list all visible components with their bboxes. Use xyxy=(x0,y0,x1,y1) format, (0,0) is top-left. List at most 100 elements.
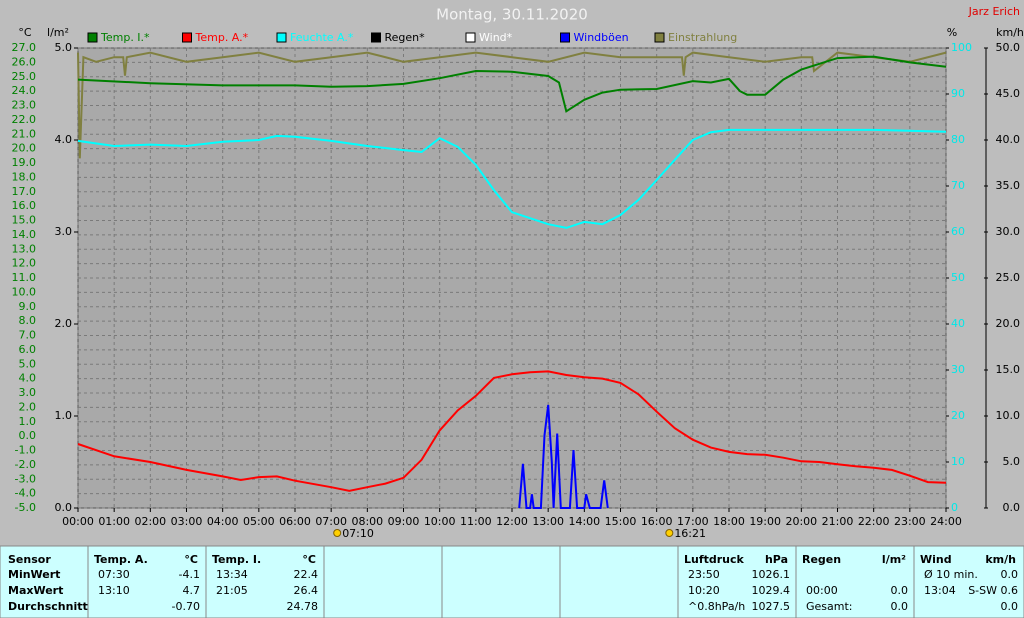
y-tick-label: 18.0 xyxy=(12,170,37,183)
cell-value: -4.1 xyxy=(179,568,200,581)
y2-tick-label: 4.0 xyxy=(55,133,73,146)
cell-time: 23:50 xyxy=(688,568,720,581)
sun-icon xyxy=(665,529,674,537)
y-tick-label: 1.0 xyxy=(19,415,37,428)
y3-tick-label: 20 xyxy=(951,409,965,422)
legend-label: Temp. A.* xyxy=(195,31,249,44)
annotation-label: 07:10 xyxy=(342,527,374,540)
y-tick-label: 26.0 xyxy=(12,55,37,68)
cell-value: 1029.4 xyxy=(752,584,791,597)
cell-value: 0.0 xyxy=(1001,600,1019,613)
series-line xyxy=(77,55,947,113)
cell-time: 13:34 xyxy=(216,568,248,581)
legend-label: Windböen xyxy=(574,31,629,44)
author: Jarz Erich xyxy=(968,5,1020,18)
x-tick-label: 24:00 xyxy=(930,515,962,528)
block-title: Temp. I. xyxy=(212,553,261,566)
y2-tick-label: 0.0 xyxy=(55,501,73,514)
y-tick-label: -1.0 xyxy=(15,444,36,457)
legend-label: Feuchte A.* xyxy=(290,31,354,44)
cell-value: 0.0 xyxy=(891,600,909,613)
y-tick-label: -3.0 xyxy=(15,472,36,485)
y-tick-label: -5.0 xyxy=(15,501,36,514)
block-unit: l/m² xyxy=(882,553,906,566)
y3-tick-label: 10 xyxy=(951,455,965,468)
x-tick-label: 06:00 xyxy=(279,515,311,528)
stats-panel xyxy=(0,545,1024,618)
x-tick-label: 16:00 xyxy=(641,515,673,528)
x-tick-label: 08:00 xyxy=(351,515,383,528)
block-title: Wind xyxy=(920,553,952,566)
y-tick-label: 7.0 xyxy=(19,329,37,342)
legend-swatch xyxy=(560,32,570,43)
cell-value: 24.78 xyxy=(287,600,319,613)
legend-swatch xyxy=(371,32,381,43)
x-tick-label: 02:00 xyxy=(134,515,166,528)
y-tick-label: 21.0 xyxy=(12,127,37,140)
y3-tick-label: 90 xyxy=(951,87,965,100)
legend-swatch xyxy=(654,32,665,43)
legend-swatch xyxy=(465,32,476,43)
y3-unit: % xyxy=(947,26,957,39)
cell-value: 1026.1 xyxy=(752,568,791,581)
y2-tick-label: 3.0 xyxy=(55,225,73,238)
y3-tick-label: 50 xyxy=(951,271,965,284)
cell-value: 1027.5 xyxy=(752,600,791,613)
x-tick-label: 12:00 xyxy=(496,515,528,528)
x-tick-label: 00:00 xyxy=(62,515,94,528)
y4-tick-label: 5.0 xyxy=(1003,455,1021,468)
y-tick-label: 14.0 xyxy=(12,228,37,241)
row-label: MinWert xyxy=(8,568,60,581)
cell-value: 0.0 xyxy=(891,584,909,597)
sun-icon xyxy=(333,529,342,537)
y4-tick-label: 35.0 xyxy=(996,179,1021,192)
x-tick-label: 15:00 xyxy=(605,515,637,528)
chart-title: Montag, 30.11.2020 xyxy=(436,6,588,24)
x-tick-label: 01:00 xyxy=(98,515,130,528)
x-tick-label: 13:00 xyxy=(532,515,564,528)
cell-time: 13:04 xyxy=(924,584,956,597)
x-tick-label: 23:00 xyxy=(894,515,926,528)
y4-tick-label: 40.0 xyxy=(996,133,1021,146)
y-tick-label: 12.0 xyxy=(12,257,37,270)
y-tick-label: 9.0 xyxy=(19,300,37,313)
y3-tick-label: 60 xyxy=(951,225,965,238)
y4-tick-label: 50.0 xyxy=(996,41,1021,54)
x-tick-label: 05:00 xyxy=(243,515,275,528)
y-tick-label: -4.0 xyxy=(15,487,36,500)
y-tick-label: 11.0 xyxy=(12,271,37,284)
x-tick-label: 21:00 xyxy=(822,515,854,528)
x-tick-label: 18:00 xyxy=(713,515,745,528)
annotation-label: 16:21 xyxy=(674,527,706,540)
legend-label: Wind* xyxy=(479,31,513,44)
y2-tick-label: 1.0 xyxy=(55,409,73,422)
y4-unit: km/h xyxy=(996,26,1024,39)
cell-value: 22.4 xyxy=(294,568,319,581)
cell-value: S-SW 0.6 xyxy=(968,584,1018,597)
y2-unit: l/m² xyxy=(47,26,69,39)
cell-time: Gesamt: xyxy=(806,600,853,613)
cell-time: 10:20 xyxy=(688,584,720,597)
y-tick-label: 5.0 xyxy=(19,357,37,370)
block-unit: km/h xyxy=(985,553,1016,566)
y-tick-label: 20.0 xyxy=(12,142,37,155)
cell-time: ^0.8hPa/h xyxy=(688,600,745,613)
y-tick-label: 15.0 xyxy=(12,214,37,227)
block-unit: hPa xyxy=(765,553,788,566)
cell-value: 0.0 xyxy=(1001,568,1019,581)
x-tick-label: 07:00 xyxy=(315,515,347,528)
y-tick-label: -2.0 xyxy=(15,458,36,471)
y-tick-label: 17.0 xyxy=(12,185,37,198)
series-line xyxy=(518,404,609,509)
x-tick-label: 14:00 xyxy=(568,515,600,528)
y4-tick-label: 30.0 xyxy=(996,225,1021,238)
x-tick-label: 22:00 xyxy=(858,515,890,528)
y-tick-label: 4.0 xyxy=(19,372,37,385)
x-tick-label: 20:00 xyxy=(785,515,817,528)
y3-tick-label: 0 xyxy=(951,501,958,514)
y-tick-label: 22.0 xyxy=(12,113,37,126)
block-title: Luftdruck xyxy=(684,553,745,566)
x-tick-label: 10:00 xyxy=(424,515,456,528)
block-title: Regen xyxy=(802,553,841,566)
legend-swatch xyxy=(87,32,98,43)
